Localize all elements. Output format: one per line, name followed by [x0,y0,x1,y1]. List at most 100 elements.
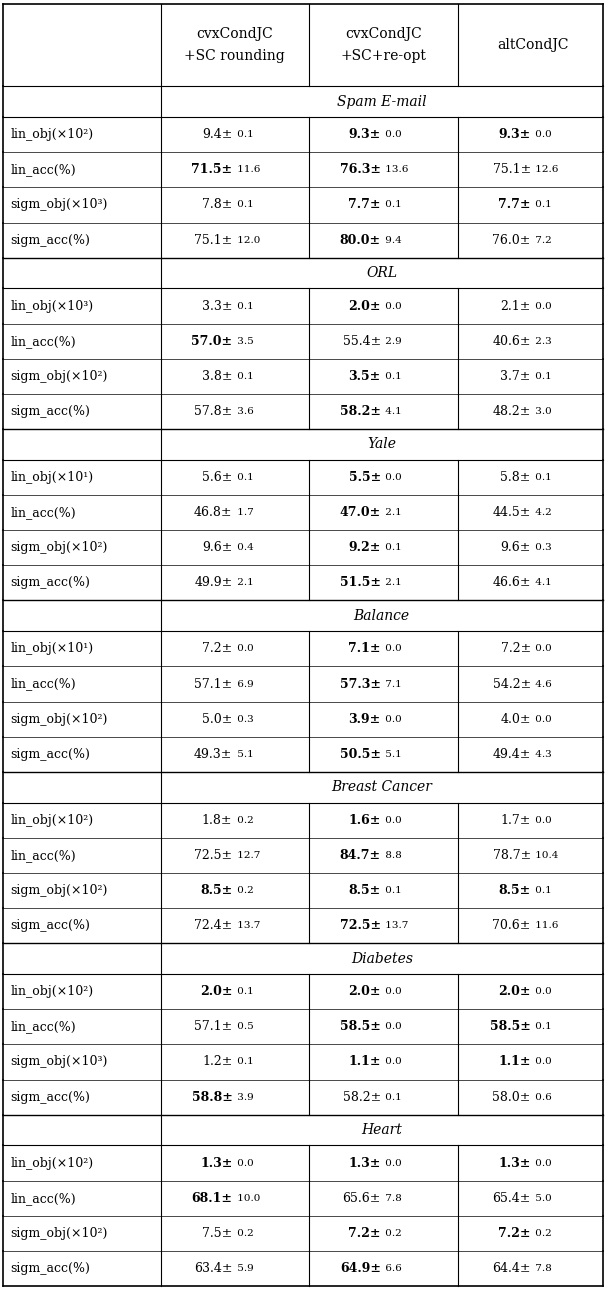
Text: 2.1±: 2.1± [501,299,531,312]
Text: 1.3±: 1.3± [200,1157,233,1170]
Text: 0.1: 0.1 [234,1058,253,1067]
Text: sigm_acc(%): sigm_acc(%) [10,233,90,246]
Text: 13.6: 13.6 [382,165,408,174]
Text: 0.1: 0.1 [382,200,402,209]
Text: sigm_acc(%): sigm_acc(%) [10,1262,90,1275]
Text: 3.5: 3.5 [234,337,253,346]
Text: 7.2: 7.2 [532,236,552,245]
Text: 3.9: 3.9 [234,1093,253,1102]
Text: 7.2±: 7.2± [498,1227,531,1240]
Text: 46.6±: 46.6± [492,577,531,590]
Text: lin_obj(×10²): lin_obj(×10²) [10,128,93,141]
Text: 7.7±: 7.7± [348,199,381,212]
Text: Spam E-mail: Spam E-mail [337,94,427,108]
Text: 2.0±: 2.0± [348,299,381,312]
Text: lin_acc(%): lin_acc(%) [10,1192,76,1205]
Text: 1.1±: 1.1± [498,1055,531,1068]
Text: 0.0: 0.0 [532,644,552,653]
Text: 13.7: 13.7 [382,921,408,930]
Text: lin_acc(%): lin_acc(%) [10,506,76,519]
Text: 80.0±: 80.0± [340,233,381,246]
Text: 1.3±: 1.3± [348,1157,381,1170]
Text: 65.6±: 65.6± [342,1192,381,1205]
Text: 9.2±: 9.2± [348,542,381,555]
Text: 6.9: 6.9 [234,680,253,689]
Text: 57.1±: 57.1± [194,677,233,690]
Text: 0.0: 0.0 [234,644,253,653]
Text: 57.3±: 57.3± [340,677,381,690]
Text: 0.0: 0.0 [382,715,402,724]
Text: 64.4±: 64.4± [492,1262,531,1275]
Text: 5.0: 5.0 [532,1193,552,1202]
Text: 7.8: 7.8 [532,1264,552,1273]
Text: Heart: Heart [361,1124,402,1136]
Text: 0.1: 0.1 [382,886,402,895]
Text: ORL: ORL [366,266,398,280]
Text: sigm_obj(×10²): sigm_obj(×10²) [10,370,108,383]
Text: 0.1: 0.1 [234,372,253,381]
Text: 7.8±: 7.8± [202,199,233,212]
Text: 51.5±: 51.5± [340,577,381,590]
Text: 57.1±: 57.1± [194,1020,233,1033]
Text: 0.1: 0.1 [234,302,253,311]
Text: 5.1: 5.1 [382,749,402,759]
Text: 8.5±: 8.5± [200,884,233,897]
Text: 9.6±: 9.6± [501,542,531,555]
Text: 9.6±: 9.6± [202,542,233,555]
Text: 0.0: 0.0 [382,302,402,311]
Text: 1.1±: 1.1± [348,1055,381,1068]
Text: 0.3: 0.3 [234,715,253,724]
Text: 11.6: 11.6 [234,165,260,174]
Text: 7.2±: 7.2± [501,642,531,655]
Text: 4.0±: 4.0± [501,712,531,726]
Text: 0.0: 0.0 [382,815,402,824]
Text: 84.7±: 84.7± [340,849,381,862]
Text: 0.2: 0.2 [234,886,253,895]
Text: 44.5±: 44.5± [493,506,531,519]
Text: 9.3±: 9.3± [348,128,381,141]
Text: 0.2: 0.2 [532,1229,552,1238]
Text: 8.8: 8.8 [382,851,402,860]
Text: 0.0: 0.0 [532,302,552,311]
Text: sigm_obj(×10²): sigm_obj(×10²) [10,884,108,897]
Text: 71.5±: 71.5± [191,164,233,177]
Text: 0.1: 0.1 [234,987,253,996]
Text: 3.7±: 3.7± [501,370,531,383]
Text: 0.5: 0.5 [234,1022,253,1031]
Text: 1.2±: 1.2± [202,1055,233,1068]
Text: 57.0±: 57.0± [191,334,233,348]
Text: 7.1: 7.1 [382,680,402,689]
Text: lin_acc(%): lin_acc(%) [10,849,76,862]
Text: 0.1: 0.1 [234,473,253,482]
Text: 2.9: 2.9 [382,337,402,346]
Text: 9.3±: 9.3± [499,128,531,141]
Text: 0.0: 0.0 [382,987,402,996]
Text: 0.0: 0.0 [382,1058,402,1067]
Text: 10.4: 10.4 [532,851,559,860]
Text: 8.5±: 8.5± [499,884,531,897]
Text: 0.0: 0.0 [532,1158,552,1167]
Text: 46.8±: 46.8± [194,506,233,519]
Text: 0.1: 0.1 [532,473,552,482]
Text: 0.1: 0.1 [532,886,552,895]
Text: 2.0±: 2.0± [498,986,531,998]
Text: 3.9±: 3.9± [348,712,381,726]
Text: 0.0: 0.0 [382,1022,402,1031]
Text: 2.3: 2.3 [532,337,552,346]
Text: 72.5±: 72.5± [195,849,233,862]
Text: 75.1±: 75.1± [493,164,531,177]
Text: 2.0±: 2.0± [348,986,381,998]
Text: 7.7±: 7.7± [498,199,531,212]
Text: 5.0±: 5.0± [202,712,233,726]
Text: 55.4±: 55.4± [342,334,381,348]
Text: 0.1: 0.1 [532,372,552,381]
Text: 0.0: 0.0 [532,130,552,139]
Text: lin_obj(×10¹): lin_obj(×10¹) [10,471,93,484]
Text: 1.6±: 1.6± [348,814,381,827]
Text: 0.1: 0.1 [382,372,402,381]
Text: 0.0: 0.0 [382,473,402,482]
Text: 0.0: 0.0 [532,987,552,996]
Text: 76.3±: 76.3± [340,164,381,177]
Text: 1.8±: 1.8± [202,814,233,827]
Text: 0.6: 0.6 [532,1093,552,1102]
